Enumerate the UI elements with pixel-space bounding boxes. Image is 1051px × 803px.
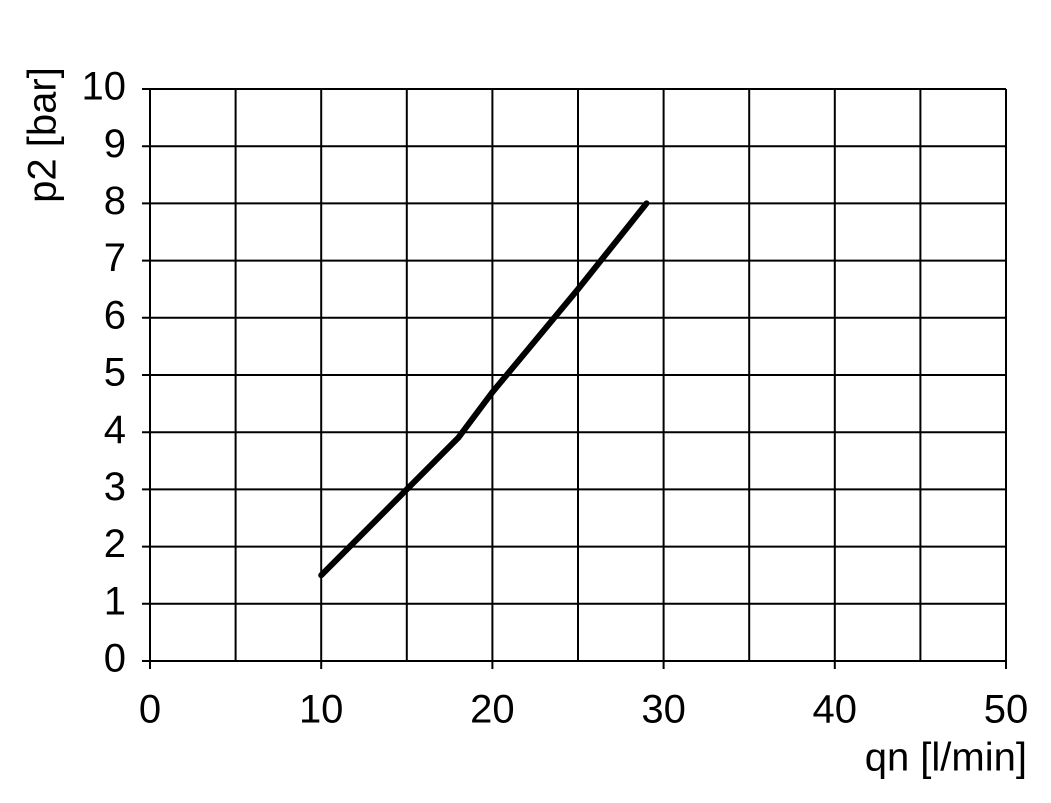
y-tick-label: 0 (104, 637, 126, 681)
x-tick-label: 20 (470, 688, 515, 732)
y-tick-label: 2 (104, 522, 126, 566)
y-tick-label: 9 (104, 122, 126, 166)
y-tick-label: 3 (104, 465, 126, 509)
x-axis-label: qn [l/min] (865, 736, 1027, 780)
y-tick-label: 1 (104, 579, 126, 623)
x-tick-label: 40 (813, 688, 858, 732)
y-tick-label: 10 (82, 65, 127, 109)
x-tick-label: 0 (139, 688, 161, 732)
y-tick-label: 6 (104, 293, 126, 337)
y-tick-label: 4 (104, 408, 126, 452)
data-line (318, 200, 650, 579)
x-tick-label: 10 (299, 688, 344, 732)
x-tick-label: 30 (641, 688, 686, 732)
y-tick-label: 8 (104, 179, 126, 223)
y-tick-label: 7 (104, 236, 126, 280)
y-tick-label: 5 (104, 351, 126, 395)
x-tick-label: 50 (984, 688, 1029, 732)
y-axis-label: p2 [bar] (21, 67, 65, 203)
